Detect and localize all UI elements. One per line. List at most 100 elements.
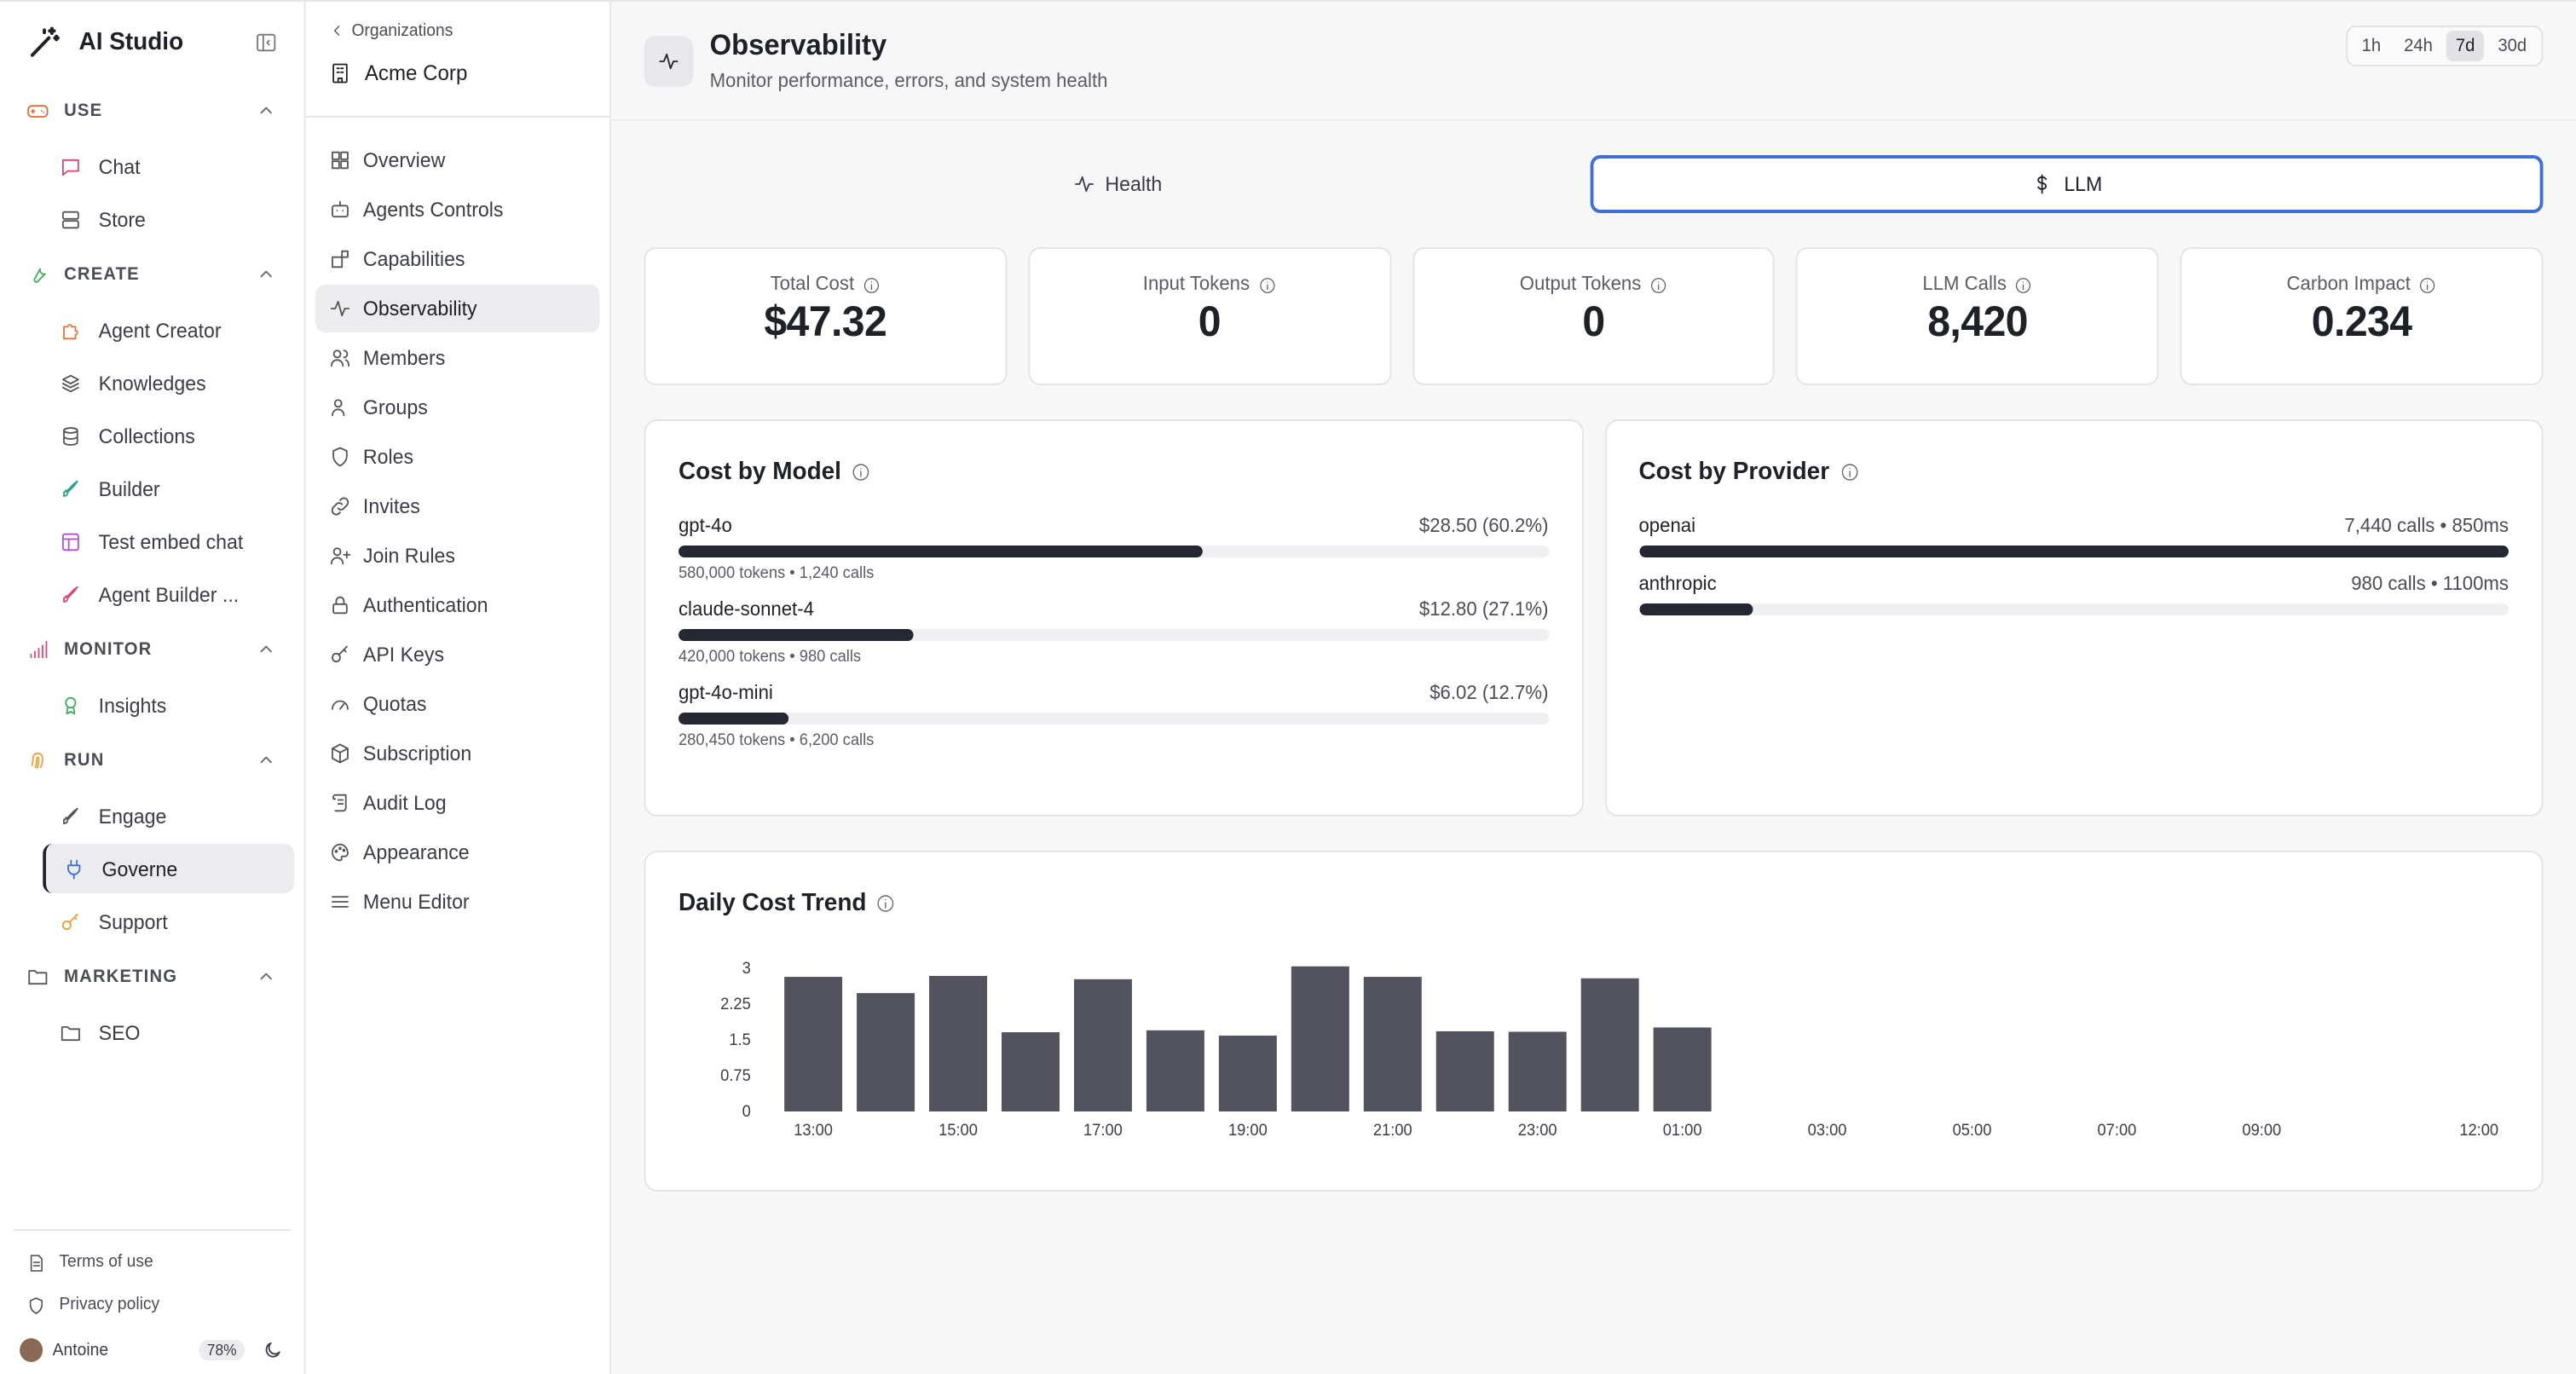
group-create[interactable]: CREATE [0,247,304,302]
link-icon [328,494,351,518]
wrench-icon [26,263,49,286]
org-nav-join-rules[interactable]: Join Rules [315,532,599,580]
org-nav-authentication[interactable]: Authentication [315,581,599,629]
model-amount: $28.50 (60.2%) [1418,517,1549,537]
tab-health[interactable]: Health [644,155,1591,213]
chart-bar[interactable] [1073,979,1132,1111]
collapse-sidebar-icon[interactable] [255,31,278,55]
nav-item-engage[interactable]: Engage [43,791,294,840]
nav-item-seo[interactable]: SEO [43,1007,294,1057]
info-icon[interactable] [876,893,896,914]
activity-icon [657,49,680,73]
group-marketing[interactable]: MARKETING [0,950,304,1004]
group-use[interactable]: USE [0,84,304,138]
org-nav-audit-log[interactable]: Audit Log [315,779,599,827]
range-30d-button[interactable]: 30d [2498,36,2527,56]
org-nav-menu-editor[interactable]: Menu Editor [315,878,599,926]
provider-row: openai 7,440 calls • 850ms [1638,517,2509,557]
chart-bar[interactable] [1146,1030,1204,1111]
brand: AI Studio [0,2,304,84]
org-nav-agents-controls[interactable]: Agents Controls [315,186,599,234]
time-range-selector: 1h 24h 7d 30d [2345,26,2544,66]
range-7d-button[interactable]: 7d [2446,31,2485,61]
users-icon [328,346,351,370]
nav-item-knowledges[interactable]: Knowledges [43,358,294,407]
nav-item-insights[interactable]: Insights [43,680,294,730]
nav-item-chat[interactable]: Chat [43,141,294,191]
org-nav-roles[interactable]: Roles [315,433,599,481]
nav-item-test-embed-chat[interactable]: Test embed chat [43,517,294,566]
org-nav-appearance[interactable]: Appearance [315,828,599,876]
nav-item-support[interactable]: Support [43,897,294,946]
progress-fill [1638,546,2509,557]
info-icon[interactable] [1258,275,1276,294]
chart-bar[interactable] [1508,1031,1567,1111]
org-nav-invites[interactable]: Invites [315,482,599,530]
org-header: Organizations Acme Corp [305,2,610,118]
chevron-up-icon[interactable] [255,99,278,123]
org-nav-quotas[interactable]: Quotas [315,680,599,728]
nav-item-agent-creator[interactable]: Agent Creator [43,305,294,355]
terms-link[interactable]: Terms of use [0,1241,304,1284]
x-tick-label: 13:00 [794,1121,833,1139]
nav-item-collections[interactable]: Collections [43,411,294,460]
tab-llm[interactable]: LLM [1590,155,2544,213]
chevron-up-icon[interactable] [255,638,278,661]
chevron-up-icon[interactable] [255,263,278,286]
org-nav-api-keys[interactable]: API Keys [315,631,599,678]
info-icon[interactable] [852,462,871,482]
info-icon[interactable] [1840,462,1859,482]
shield-icon [328,445,351,469]
user-plus-icon [328,544,351,568]
avatar [20,1338,43,1362]
chevron-up-icon[interactable] [255,965,278,989]
info-icon[interactable] [863,275,881,294]
org-nav-groups[interactable]: Groups [315,384,599,431]
org-nav-observability[interactable]: Observability [315,285,600,332]
info-icon[interactable] [2419,275,2437,294]
chevron-up-icon[interactable] [255,748,278,772]
stat-value: 8,420 [1927,298,2028,346]
x-tick-label: 03:00 [1808,1121,1847,1139]
back-to-organizations[interactable]: Organizations [328,19,586,43]
card-title: Daily Cost Trend [678,890,867,917]
user-row[interactable]: Antoine 78% [0,1326,304,1374]
nav-item-agent-builder[interactable]: Agent Builder ... [43,569,294,619]
range-1h-button[interactable]: 1h [2361,36,2382,56]
info-icon[interactable] [1649,275,1667,294]
palette-icon [328,840,351,864]
chart-bar[interactable] [929,975,988,1111]
range-24h-button[interactable]: 24h [2404,36,2433,56]
info-icon[interactable] [2015,275,2033,294]
org-nav-members[interactable]: Members [315,334,599,382]
group-monitor[interactable]: MONITOR [0,622,304,677]
chart-bar[interactable] [1435,1030,1494,1111]
chart-bar[interactable] [1001,1032,1060,1111]
stat-value: 0 [1198,298,1222,346]
org-nav-overview[interactable]: Overview [315,136,599,184]
chart-bar[interactable] [1580,978,1639,1111]
nav-label: Knowledges [98,371,206,395]
chart-bar[interactable] [857,993,915,1111]
privacy-link[interactable]: Privacy policy [0,1284,304,1326]
nav-item-builder[interactable]: Builder [43,464,294,513]
group-run[interactable]: RUN [0,733,304,788]
y-tick-label: 1.5 [729,1030,750,1048]
group-label: MARKETING [64,967,178,987]
org-nav-subscription[interactable]: Subscription [315,730,599,777]
chart-bar[interactable] [1218,1035,1277,1111]
divider [13,1229,292,1231]
x-tick-label: 21:00 [1373,1121,1412,1139]
message-icon [59,154,82,178]
model-name: gpt-4o [678,517,732,537]
chart-bar[interactable] [784,977,843,1111]
chart-bar[interactable] [1363,977,1422,1111]
scroll-icon [328,791,351,815]
nav-item-store[interactable]: Store [43,194,294,244]
org-nav-capabilities[interactable]: Capabilities [315,235,599,283]
puzzle-icon [59,318,82,342]
nav-item-governe[interactable]: Governe [43,844,294,893]
chart-bar[interactable] [1653,1027,1712,1111]
moon-icon[interactable] [261,1338,284,1362]
chart-bar[interactable] [1291,966,1349,1111]
